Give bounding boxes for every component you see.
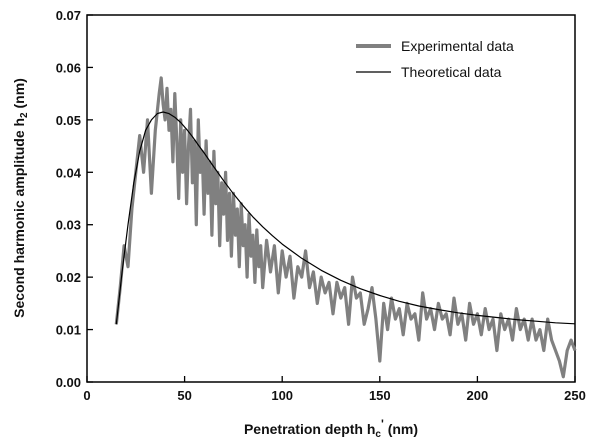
y-axis-ticks: 0.00 0.01 0.02 0.03 0.04 0.05 0.06 0.07 bbox=[56, 8, 93, 390]
x-tick-label: 150 bbox=[369, 388, 391, 403]
y-axis-title: Second harmonic amplitude h2 (nm) bbox=[11, 78, 30, 318]
legend-label-experimental: Experimental data bbox=[401, 38, 514, 54]
x-axis-title-sub: c bbox=[375, 429, 381, 440]
plot-area bbox=[86, 14, 576, 383]
y-tick-label: 0.02 bbox=[56, 270, 81, 285]
y-tick-label: 0.05 bbox=[56, 113, 81, 128]
legend: Experimental data Theoretical data bbox=[356, 38, 514, 80]
x-tick-label: 50 bbox=[177, 388, 191, 403]
series-layer bbox=[114, 76, 577, 379]
x-axis-title: Penetration depth hc' (nm) bbox=[244, 417, 418, 440]
y-tick-label: 0.03 bbox=[56, 218, 81, 233]
y-tick-label: 0.06 bbox=[56, 60, 81, 75]
x-tick-label: 100 bbox=[271, 388, 293, 403]
x-axis-ticks: 0 50 100 150 200 250 bbox=[83, 376, 586, 403]
x-tick-label: 200 bbox=[467, 388, 489, 403]
y-tick-label: 0.00 bbox=[56, 375, 81, 390]
y-tick-label: 0.07 bbox=[56, 8, 81, 23]
series-line-theoretical bbox=[115, 111, 576, 325]
legend-label-theoretical: Theoretical data bbox=[401, 64, 502, 80]
series-line-experimental bbox=[114, 76, 577, 379]
x-axis-title-sup: ' bbox=[381, 417, 384, 431]
y-tick-label: 0.04 bbox=[56, 165, 82, 180]
x-tick-label: 250 bbox=[564, 388, 586, 403]
x-tick-label: 0 bbox=[83, 388, 90, 403]
y-axis-title-sub: 2 bbox=[19, 112, 30, 118]
y-tick-label: 0.01 bbox=[56, 323, 81, 338]
